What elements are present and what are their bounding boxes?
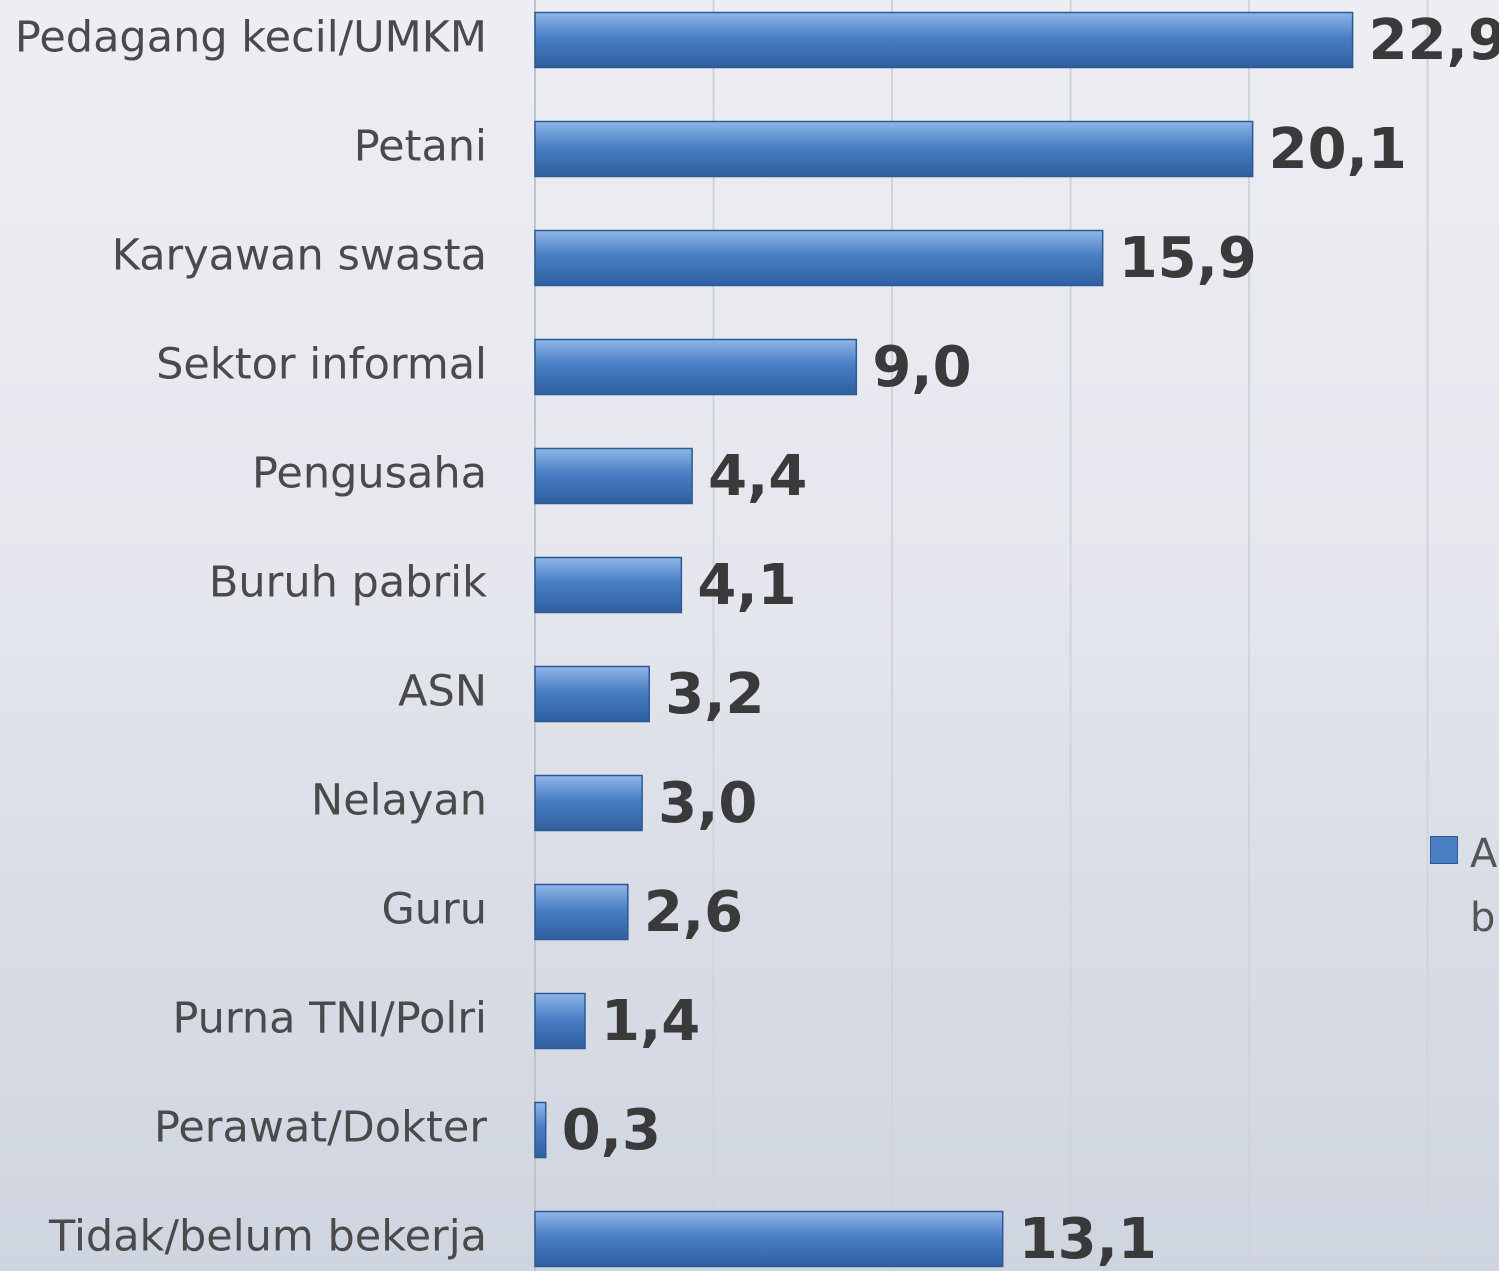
category-label: Sektor informal: [156, 340, 487, 390]
value-label: 4,1: [697, 553, 796, 618]
category-label: Buruh pabrik: [209, 558, 487, 608]
category-label: Petani: [354, 122, 487, 172]
category-label: Guru: [381, 885, 487, 935]
bar: [535, 231, 1103, 286]
value-label: 4,4: [708, 444, 807, 509]
legend-label: A b: [1470, 822, 1499, 950]
bar: [535, 776, 642, 831]
bar: [535, 1103, 546, 1158]
category-label: Pedagang kecil/UMKM: [15, 13, 487, 63]
bar: [535, 13, 1353, 68]
value-label: 22,9: [1369, 8, 1499, 73]
value-label: 3,2: [665, 662, 764, 727]
chart-page: Pedagang kecil/UMKM 22,9 Petani 20,1 Karyawa…: [0, 0, 1499, 1271]
value-label: 15,9: [1119, 226, 1257, 291]
value-label: 2,6: [644, 880, 743, 945]
category-label: Pengusaha: [252, 449, 487, 499]
bar: [535, 667, 649, 722]
bar: [535, 340, 856, 395]
value-label: 9,0: [872, 335, 971, 400]
legend-swatch: [1430, 836, 1458, 864]
category-label: Tidak/belum bekerja: [48, 1212, 487, 1262]
category-label: Perawat/Dokter: [154, 1103, 487, 1153]
value-label: 3,0: [658, 771, 757, 836]
bar: [535, 122, 1253, 177]
bar: [535, 449, 692, 504]
category-label: Nelayan: [311, 776, 487, 826]
value-label: 13,1: [1019, 1207, 1157, 1271]
bar: [535, 885, 628, 940]
value-label: 20,1: [1269, 117, 1407, 182]
bar: [535, 558, 681, 613]
value-label: 0,3: [562, 1098, 661, 1163]
category-label: ASN: [398, 667, 487, 717]
category-label: Purna TNI/Polri: [172, 994, 487, 1044]
chart: Pedagang kecil/UMKM 22,9 Petani 20,1 Karyawa…: [0, 0, 1499, 1271]
value-label: 1,4: [601, 989, 700, 1054]
bar: [535, 1212, 1003, 1267]
legend: A b: [1430, 822, 1499, 950]
category-label: Karyawan swasta: [112, 231, 487, 281]
bar: [535, 994, 585, 1049]
